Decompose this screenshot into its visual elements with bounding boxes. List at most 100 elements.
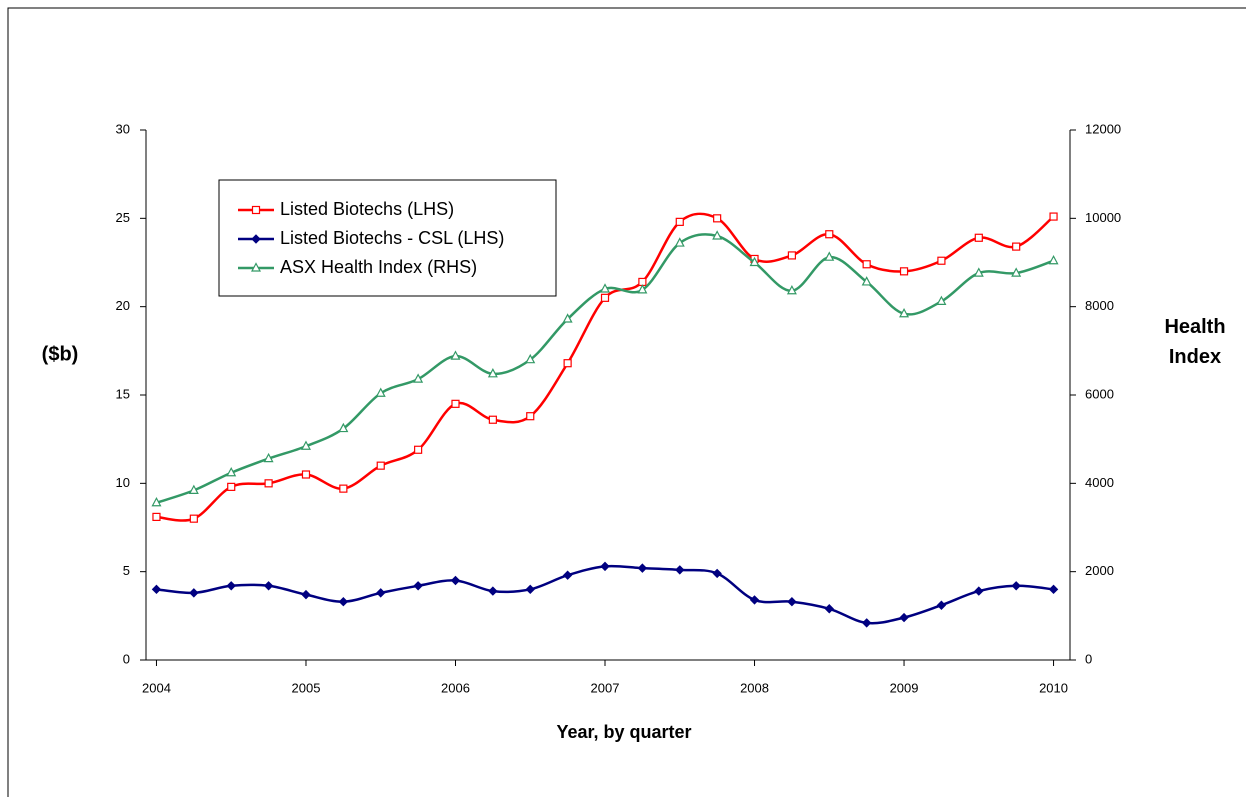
marker bbox=[1012, 242, 1021, 251]
x-tick-label: 2010 bbox=[1039, 680, 1068, 695]
marker bbox=[600, 283, 611, 293]
marker bbox=[973, 267, 984, 277]
marker bbox=[414, 445, 423, 454]
y-tick-label: 5 bbox=[123, 563, 130, 578]
marker bbox=[226, 466, 237, 477]
y-tick-label: 15 bbox=[116, 386, 130, 401]
legend: Listed Biotechs (LHS) Listed Biotechs - C… bbox=[218, 179, 557, 297]
marker bbox=[861, 618, 872, 628]
marker bbox=[600, 561, 610, 572]
marker bbox=[488, 415, 497, 424]
marker bbox=[451, 399, 460, 408]
marker bbox=[487, 368, 498, 378]
legend-box bbox=[218, 179, 557, 297]
marker bbox=[251, 262, 261, 272]
marker bbox=[824, 604, 834, 614]
marker bbox=[675, 565, 685, 575]
marker bbox=[450, 575, 461, 586]
y2-tick-label: 0 bbox=[1085, 651, 1092, 666]
marker bbox=[861, 276, 872, 286]
marker bbox=[189, 514, 198, 523]
marker bbox=[301, 589, 311, 600]
marker bbox=[825, 230, 834, 239]
y2-tick-label: 6000 bbox=[1085, 386, 1114, 401]
y2-tick-label: 8000 bbox=[1085, 298, 1114, 313]
marker bbox=[263, 452, 274, 463]
marker bbox=[862, 260, 871, 269]
marker bbox=[189, 588, 199, 598]
marker bbox=[675, 217, 684, 226]
marker bbox=[749, 256, 760, 267]
marker bbox=[188, 484, 199, 494]
frame bbox=[7, 7, 1246, 797]
y-tick-label: 10 bbox=[116, 475, 130, 490]
marker bbox=[899, 612, 909, 623]
marker bbox=[936, 600, 947, 610]
y2-tick-label: 12000 bbox=[1085, 121, 1121, 136]
marker bbox=[1048, 254, 1059, 265]
marker bbox=[338, 596, 349, 607]
marker bbox=[1048, 584, 1059, 595]
legend-label: ASX Health Index (RHS) bbox=[280, 257, 477, 277]
marker bbox=[787, 596, 797, 607]
x-tick-label: 2009 bbox=[890, 680, 919, 695]
marker bbox=[674, 237, 685, 247]
marker bbox=[600, 293, 610, 302]
x-tick-label: 2004 bbox=[142, 680, 171, 695]
marker bbox=[1011, 267, 1022, 277]
marker bbox=[152, 512, 161, 522]
marker bbox=[300, 440, 311, 450]
marker bbox=[562, 313, 573, 323]
legend-label: Listed Biotechs - CSL (LHS) bbox=[280, 228, 504, 248]
marker bbox=[937, 256, 946, 265]
marker bbox=[1011, 581, 1021, 591]
marker bbox=[301, 470, 311, 479]
y-tick-label: 20 bbox=[116, 298, 130, 313]
marker bbox=[1049, 212, 1058, 221]
marker bbox=[376, 588, 386, 598]
series-line bbox=[156, 564, 1054, 625]
marker bbox=[713, 214, 722, 223]
marker bbox=[263, 581, 274, 591]
marker bbox=[227, 482, 236, 491]
y2-tick-label: 10000 bbox=[1085, 210, 1121, 225]
marker bbox=[251, 205, 261, 215]
marker bbox=[563, 359, 572, 368]
marker bbox=[899, 267, 909, 276]
marker bbox=[526, 412, 535, 421]
marker bbox=[562, 570, 573, 580]
legend-label: Listed Biotechs (LHS) bbox=[280, 199, 454, 219]
y-axis-label: ($b) bbox=[42, 343, 79, 365]
x-tick-label: 2008 bbox=[740, 680, 769, 695]
marker bbox=[787, 251, 797, 260]
marker bbox=[899, 307, 910, 318]
marker bbox=[375, 387, 386, 397]
marker bbox=[264, 479, 273, 488]
marker bbox=[339, 484, 348, 493]
x-tick-label: 2005 bbox=[292, 680, 321, 695]
marker bbox=[151, 584, 162, 595]
marker bbox=[749, 595, 760, 605]
x-tick-label: 2007 bbox=[591, 680, 620, 695]
marker bbox=[974, 586, 984, 596]
y2-tick-label: 4000 bbox=[1085, 475, 1114, 490]
marker bbox=[338, 422, 349, 433]
marker bbox=[376, 461, 385, 470]
x-tick-label: 2006 bbox=[441, 680, 470, 695]
marker bbox=[712, 230, 723, 240]
y-tick-label: 25 bbox=[116, 210, 130, 225]
marker bbox=[974, 233, 983, 242]
marker bbox=[525, 353, 536, 364]
y2-axis-label: Health Index bbox=[1164, 316, 1226, 368]
marker bbox=[413, 373, 424, 383]
marker bbox=[936, 295, 947, 305]
marker bbox=[637, 284, 648, 294]
marker bbox=[525, 584, 535, 595]
marker bbox=[712, 568, 722, 579]
y2-tick-label: 2000 bbox=[1085, 563, 1114, 578]
marker bbox=[450, 350, 461, 360]
marker bbox=[151, 496, 162, 507]
marker bbox=[824, 251, 835, 261]
